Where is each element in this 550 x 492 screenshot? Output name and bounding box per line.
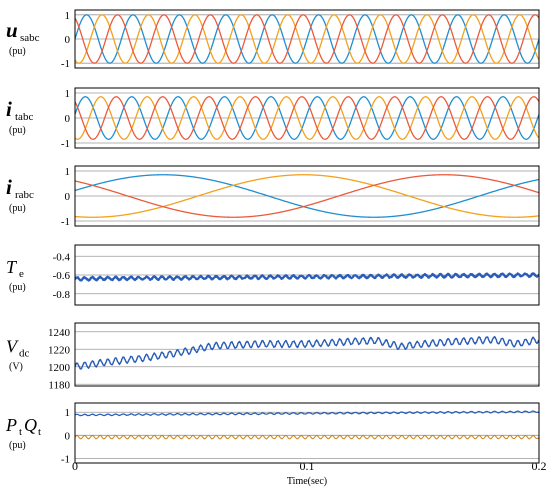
- y-axis-label: T: [6, 257, 18, 277]
- y-tick-label: 0: [65, 430, 71, 442]
- series-line: [75, 96, 539, 140]
- y-tick-label: 1180: [48, 379, 70, 391]
- y-axis-label-subscript: rabc: [15, 189, 34, 201]
- series-line: [75, 336, 539, 370]
- y-tick-label: 0: [65, 191, 71, 203]
- y-tick-label: 1: [65, 88, 71, 100]
- y-tick-label: 1: [65, 166, 71, 178]
- y-axis-label: i: [6, 97, 12, 121]
- y-axis-unit: (pu): [9, 282, 26, 293]
- panel-frame: [74, 87, 540, 149]
- y-axis-unit: (pu): [9, 125, 26, 136]
- y-axis-unit: (pu): [9, 46, 26, 57]
- series-line: [75, 272, 539, 282]
- y-axis-label-subscript: e: [19, 268, 24, 280]
- y-tick-label: -0.4: [53, 251, 71, 263]
- y-tick-label: -0.6: [53, 270, 71, 282]
- series-line: [75, 174, 539, 218]
- y-tick-label: -0.8: [53, 289, 71, 301]
- y-tick-label: 1240: [48, 327, 71, 339]
- series-line: [75, 96, 539, 140]
- y-axis-label-subscript: dc: [19, 348, 30, 360]
- x-tick-label: 0.1: [300, 459, 315, 473]
- series-line: [75, 434, 539, 440]
- panel-frame: [74, 322, 540, 387]
- y-axis-unit: (V): [9, 362, 23, 373]
- y-axis-unit: (pu): [9, 440, 26, 451]
- y-axis-unit: (pu): [9, 203, 26, 214]
- panels-layer: 10-1u sabc(pu)10-1i tabc(pu)10-1i rabc(pu)-…: [5, 9, 540, 465]
- y-tick-label: -1: [61, 216, 70, 228]
- y-tick-label: -1: [61, 138, 70, 150]
- y-axis-label-subscript: t: [19, 426, 22, 438]
- panel-itabc: 1 0 -1 i tabc (pu): [6, 87, 540, 150]
- x-tick-label: 0: [72, 459, 78, 473]
- x-tick-label: 0.2: [532, 459, 547, 473]
- y-axis-label: P: [5, 415, 17, 435]
- y-tick-label: 0: [65, 113, 71, 125]
- y-tick-label: 1220: [48, 344, 71, 356]
- y-tick-label: 1: [65, 407, 71, 419]
- y-tick-label: 0: [65, 34, 71, 46]
- x-axis: 0 0.1 0.2 Time(sec): [72, 459, 547, 487]
- series-line: [75, 14, 539, 64]
- series-line: [75, 410, 539, 417]
- panel-Te: -0.4 -0.6 -0.8 T e (pu): [6, 244, 540, 306]
- y-axis-label-2-subscript: t: [38, 426, 41, 438]
- panel-irabc: 1 0 -1 i rabc (pu): [6, 165, 540, 228]
- y-tick-label: -1: [61, 453, 70, 465]
- y-axis-label: u: [6, 18, 18, 42]
- y-tick-label: 1: [65, 10, 71, 22]
- series-line: [75, 14, 539, 64]
- series-line: [75, 96, 539, 140]
- series-line: [75, 174, 539, 218]
- series-line: [75, 174, 539, 218]
- panel-frame: [74, 244, 540, 306]
- y-axis-label-subscript: sabc: [20, 32, 40, 44]
- y-axis-label-2: Q: [24, 415, 37, 435]
- panel-frame: [74, 165, 540, 227]
- series-line: [75, 14, 539, 64]
- panel-Vdc: 1240 1220 1200 1180 V dc (V): [6, 322, 540, 391]
- panel-usabc: 1 0 -1 u sabc (pu): [6, 9, 540, 70]
- y-tick-label: 1200: [48, 362, 71, 374]
- y-tick-label: -1: [61, 58, 70, 70]
- x-axis-label: Time(sec): [287, 476, 327, 487]
- y-axis-label: V: [6, 337, 19, 357]
- y-axis-label-subscript: tabc: [15, 111, 33, 123]
- y-axis-label: i: [6, 175, 12, 199]
- panel-frame: [74, 9, 540, 69]
- panel-frame: [74, 402, 540, 464]
